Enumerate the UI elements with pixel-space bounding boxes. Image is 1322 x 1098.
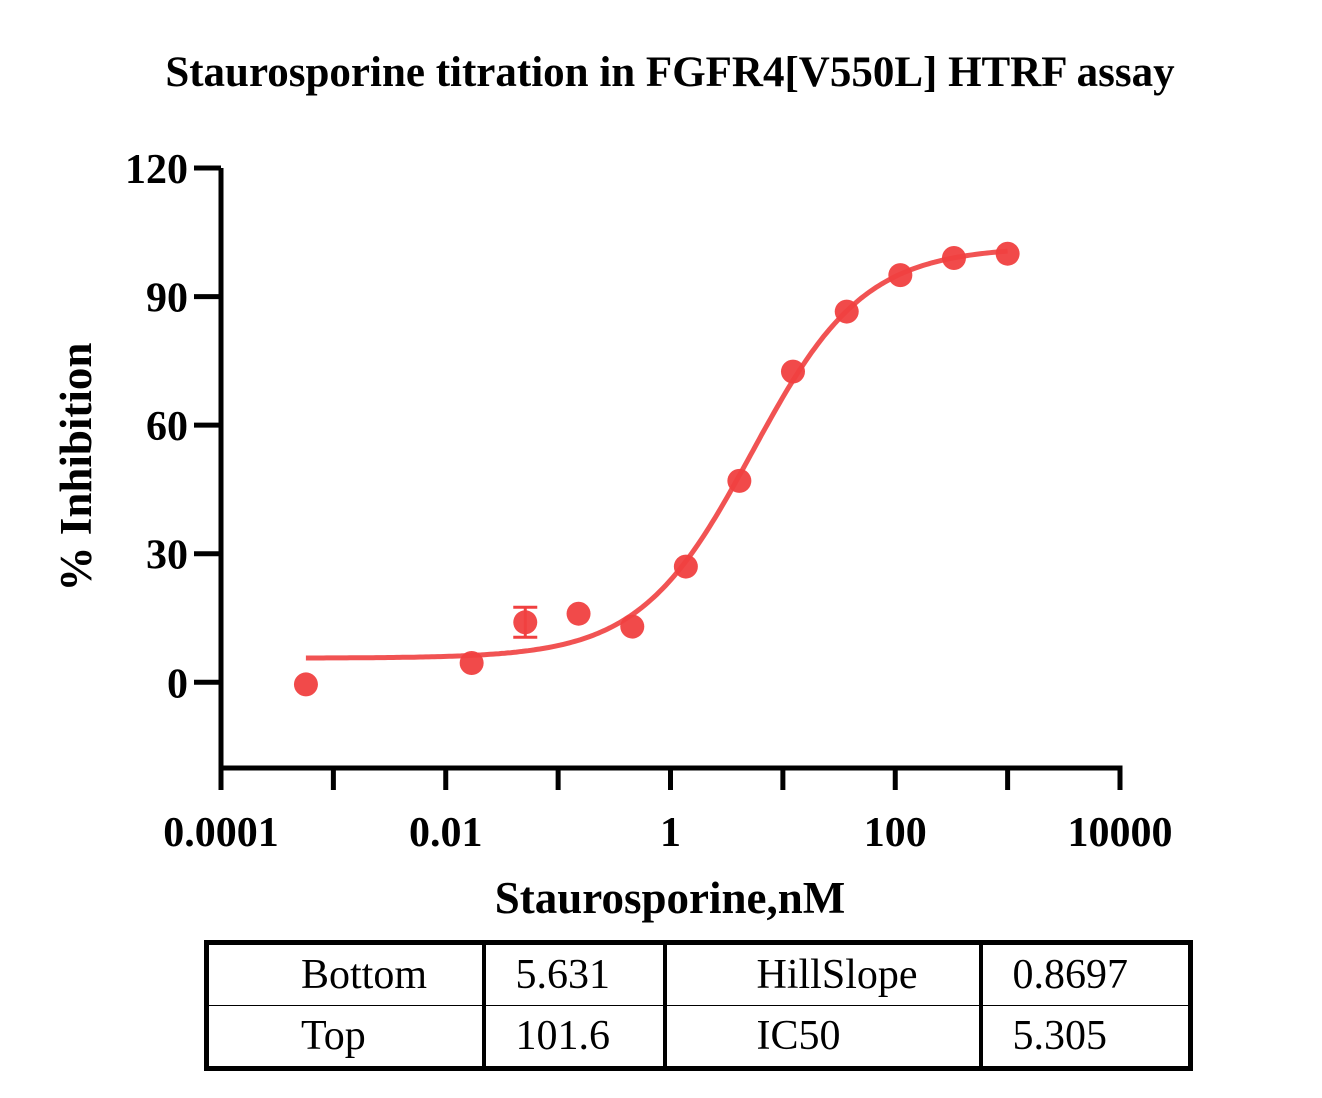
y-tick-label: 90 bbox=[146, 276, 188, 322]
param-value-hillslope: 0.8697 bbox=[980, 942, 1191, 1006]
table-row: Top 101.6 IC50 5.305 bbox=[206, 1005, 1191, 1069]
data-point bbox=[995, 241, 1020, 266]
x-tick-label: 100 bbox=[864, 810, 927, 856]
param-value-top: 101.6 bbox=[483, 1005, 667, 1069]
data-point bbox=[566, 601, 591, 626]
y-axis-title: % Inhibition bbox=[51, 343, 101, 592]
data-point bbox=[673, 554, 698, 579]
param-name-top: Top bbox=[206, 1005, 486, 1069]
data-point bbox=[620, 614, 645, 639]
data-point bbox=[834, 299, 859, 324]
y-tick-label: 0 bbox=[167, 661, 188, 707]
data-point bbox=[459, 651, 484, 675]
param-value-ic50: 5.305 bbox=[1012, 1013, 1108, 1059]
chart-title: Staurosporine titration in FGFR4[V550L] … bbox=[165, 49, 1175, 96]
fit-curve-layer bbox=[305, 248, 1008, 661]
param-name-hillslope: HillSlope bbox=[664, 942, 983, 1006]
data-points-layer bbox=[293, 241, 1020, 697]
dose-response-chart: Staurosporine titration in FGFR4[V550L] … bbox=[51, 49, 1175, 923]
param-name-ic50: IC50 bbox=[664, 1005, 983, 1069]
data-point bbox=[888, 263, 913, 288]
y-tick-label: 30 bbox=[146, 533, 188, 579]
y-tick-label: 120 bbox=[125, 147, 188, 193]
x-tick-label: 10000 bbox=[1068, 810, 1173, 856]
data-point bbox=[513, 610, 538, 635]
param-name-bottom: Bottom bbox=[206, 942, 486, 1006]
x-tick-label: 1 bbox=[660, 810, 681, 856]
x-tick-label: 0.01 bbox=[409, 810, 483, 856]
fit-parameters-table: Bottom 5.631 HillSlope 0.8697 Top 101.6 … bbox=[204, 940, 1193, 1071]
data-point bbox=[727, 468, 752, 493]
table-row: Bottom 5.631 HillSlope 0.8697 bbox=[206, 942, 1191, 1006]
data-point bbox=[293, 672, 318, 697]
x-axis-title: Staurosporine,nM bbox=[495, 873, 845, 923]
x-tick-label: 0.0001 bbox=[163, 810, 279, 856]
fit-curve bbox=[305, 248, 1008, 661]
y-tick-label: 60 bbox=[146, 404, 188, 450]
axes: 0 30 60 90 120 0.0001 0.01 1 100 10000 bbox=[125, 147, 1173, 856]
param-value-bottom: 5.631 bbox=[483, 942, 667, 1006]
data-point bbox=[780, 359, 805, 384]
data-point bbox=[941, 246, 966, 270]
